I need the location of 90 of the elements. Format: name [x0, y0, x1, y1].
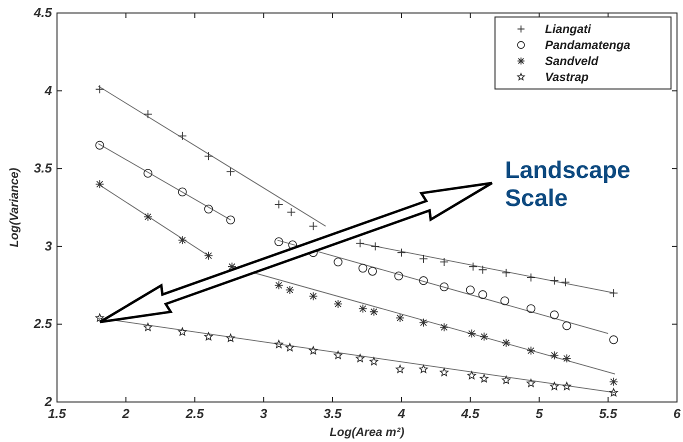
x-tick-label: 5.5: [599, 406, 618, 421]
point: [308, 222, 318, 231]
point: [419, 318, 428, 328]
point: [95, 84, 104, 94]
point: [356, 238, 365, 248]
point: [368, 266, 377, 276]
y-tick-label: 2.5: [32, 316, 53, 332]
x-tick-label: 2.5: [184, 406, 205, 421]
point: [609, 388, 618, 396]
x-tick-label: 3: [260, 406, 268, 421]
point: [356, 354, 364, 362]
point: [274, 340, 284, 348]
x-tick-label: 5: [536, 406, 544, 421]
point: [394, 272, 404, 280]
point: [274, 237, 284, 246]
point: [502, 268, 511, 278]
point: [95, 140, 104, 150]
x-tick-label: 3.5: [324, 406, 342, 421]
point: [466, 286, 475, 294]
point: [550, 350, 559, 360]
y-tick-label: 3: [44, 238, 53, 254]
point: [419, 276, 428, 286]
point: [358, 304, 368, 314]
point: [502, 338, 511, 348]
legend-label: Vastrap: [545, 70, 589, 84]
point: [419, 364, 428, 374]
point: [226, 334, 235, 342]
y-tick-label: 4.5: [32, 5, 53, 20]
point: [440, 282, 449, 292]
point: [334, 350, 342, 360]
point: [396, 314, 405, 322]
point: [274, 280, 284, 290]
annotation: Landscape Scale: [505, 157, 630, 212]
point: [480, 332, 489, 342]
point: [204, 204, 214, 214]
point: [467, 371, 476, 380]
point: [204, 251, 214, 260]
point: [526, 304, 536, 314]
point: [526, 346, 536, 356]
point: [95, 314, 104, 322]
point: [550, 276, 559, 286]
y-tick-label: 3.5: [34, 160, 53, 176]
point: [308, 292, 318, 301]
point: [178, 236, 187, 245]
y-axis-title: Log(Variance): [7, 168, 21, 248]
point: [143, 212, 152, 222]
x-tick-label: 4: [396, 406, 406, 421]
y-tick-label: 2: [44, 394, 53, 409]
point: [562, 354, 572, 363]
point: [478, 290, 488, 300]
point: [226, 216, 236, 224]
x-tick-label: 4.5: [460, 406, 480, 421]
point: [609, 335, 618, 344]
point: [286, 343, 294, 352]
point: [550, 382, 559, 390]
point: [502, 376, 510, 384]
point: [478, 265, 488, 274]
legend-label: Sandveld: [545, 54, 600, 68]
point: [204, 332, 213, 340]
point: [334, 258, 343, 266]
point: [286, 208, 296, 217]
point: [500, 296, 510, 306]
point: [95, 180, 104, 189]
point: [440, 368, 448, 376]
point: [178, 187, 187, 196]
point: [334, 300, 343, 308]
point: [609, 377, 618, 386]
point: [550, 310, 559, 320]
point: [562, 382, 572, 390]
x-axis-title: Log(Area m²): [330, 425, 404, 439]
point: [143, 168, 152, 178]
point: [144, 322, 152, 331]
point: [309, 346, 318, 354]
point: [178, 328, 187, 336]
x-tick-label: 1.5: [48, 406, 67, 421]
point: [370, 357, 378, 366]
point: [440, 322, 449, 332]
point: [285, 286, 294, 294]
point: [467, 329, 476, 338]
y-tick-label: 4: [44, 82, 53, 98]
point: [526, 378, 536, 388]
point: [480, 374, 488, 382]
x-tick-label: 6: [673, 406, 682, 421]
legend-label: Liangati: [545, 22, 592, 36]
x-tick-label: 2: [121, 406, 130, 421]
point: [369, 307, 378, 316]
point: [358, 264, 368, 273]
point: [562, 321, 572, 330]
point: [396, 364, 404, 374]
legend-label: Pandamatenga: [545, 38, 631, 52]
